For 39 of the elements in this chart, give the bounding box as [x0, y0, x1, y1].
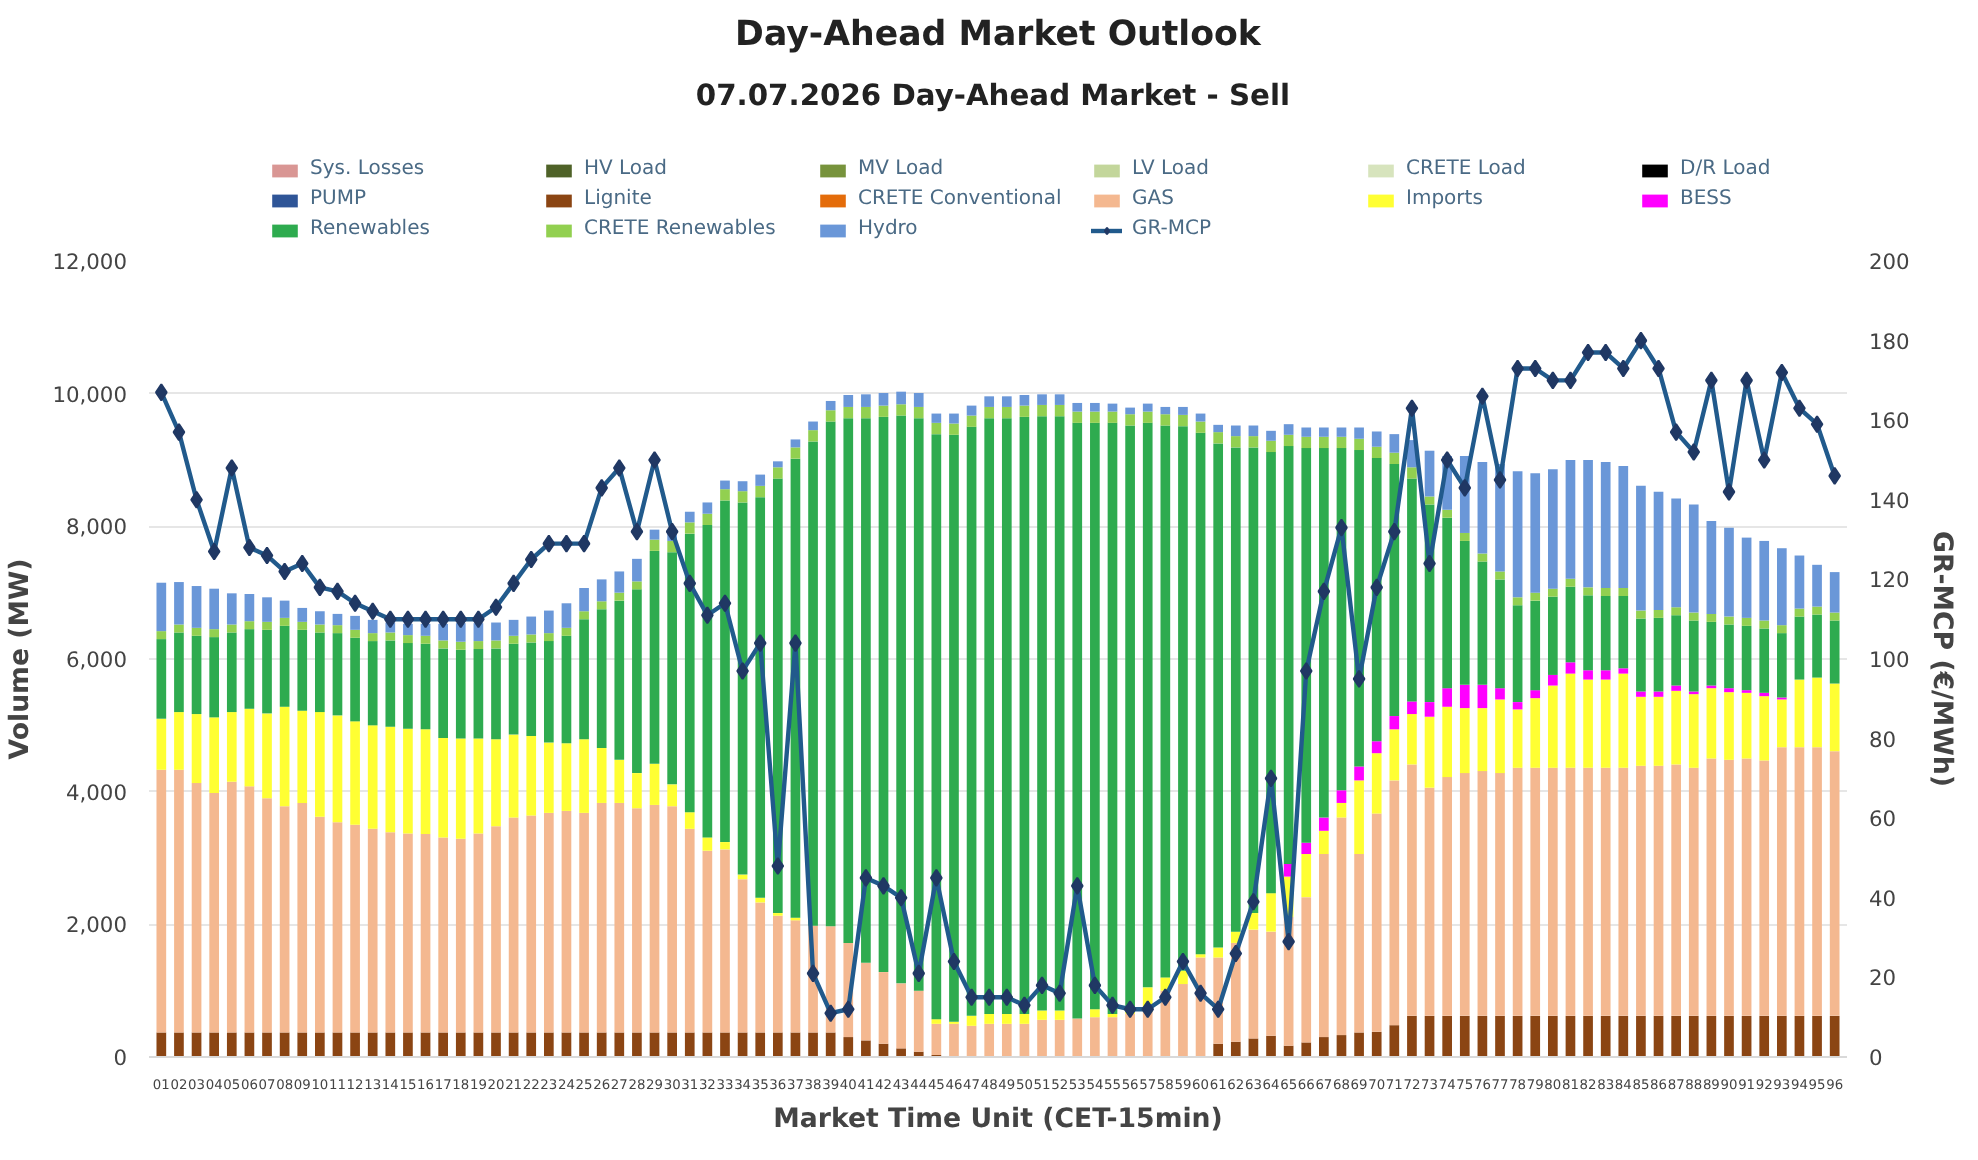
- legend-label: GR-MCP: [1132, 218, 1214, 240]
- y-axis-title: Volume (MW): [6, 558, 37, 760]
- y2-tick-label: 40: [1869, 885, 1897, 912]
- y-tick-label: 6,000: [65, 647, 128, 673]
- y2-tick-label: 0: [1869, 1045, 1883, 1071]
- chart-title: Day-Ahead Market Outlook: [735, 15, 1262, 55]
- legend-label: MV Load: [858, 158, 946, 180]
- y-tick-label: 8,000: [65, 514, 128, 541]
- y-tick-label: 10,000: [52, 381, 128, 408]
- legend-label: Hydro: [858, 218, 920, 240]
- y2-tick-label: 60: [1869, 806, 1897, 833]
- x-axis-title: Market Time Unit (CET-15min): [773, 1105, 1223, 1135]
- legend-label: CRETE Renewables: [584, 218, 778, 240]
- legend-label: Imports: [1406, 188, 1485, 210]
- y2-tick-label: 100: [1869, 647, 1911, 673]
- y2-tick-label: 200: [1869, 249, 1911, 275]
- y-tick-label: 12,000: [52, 249, 128, 275]
- y2-tick-label: 120: [1869, 567, 1911, 594]
- y2-axis-title: GR-MCP (€/MWh): [1925, 531, 1956, 787]
- legend-label: Renewables: [310, 218, 432, 240]
- y2-tick-label: 140: [1869, 487, 1911, 514]
- legend-label: LV Load: [1132, 158, 1211, 180]
- legend-label: HV Load: [584, 158, 670, 180]
- y-tick-label: 4,000: [65, 779, 128, 806]
- legend-label: Lignite: [584, 188, 654, 210]
- legend-label: Sys. Losses: [310, 158, 427, 180]
- y2-tick-label: 80: [1869, 726, 1897, 753]
- y-tick-label: 2,000: [65, 912, 128, 939]
- legend-label: GAS: [1132, 188, 1176, 210]
- legend-label: D/R Load: [1680, 158, 1773, 180]
- legend-label: CRETE Load: [1406, 158, 1528, 180]
- y2-tick-label: 160: [1869, 408, 1911, 435]
- y2-tick-label: 20: [1869, 965, 1897, 992]
- legend-label: PUMP: [310, 188, 369, 210]
- chart-subtitle: 07.07.2026 Day-Ahead Market - Sell: [695, 79, 1291, 113]
- y-tick-label: 0: [113, 1045, 128, 1071]
- y2-tick-label: 180: [1869, 328, 1911, 355]
- legend-label: CRETE Conventional: [858, 188, 1064, 210]
- legend-label: BESS: [1680, 188, 1734, 210]
